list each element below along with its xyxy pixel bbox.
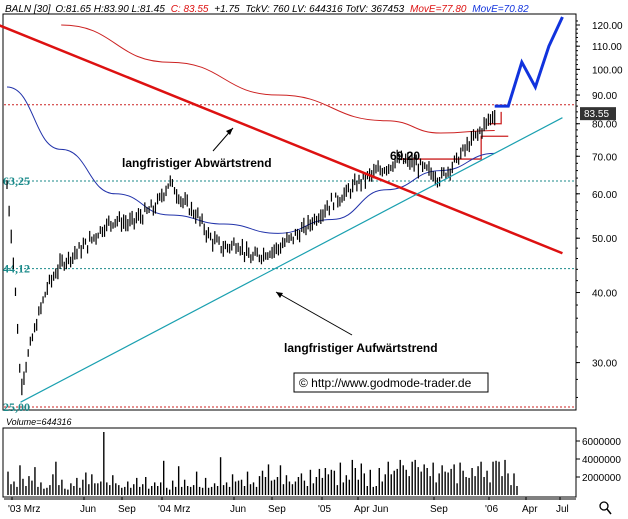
- magnifier-icon[interactable]: [599, 501, 612, 515]
- ma-blue-line: [6, 86, 495, 234]
- price-tick-label: 30.00: [592, 359, 617, 370]
- header-volumes: TckV: 760 LV: 644316 TotV: 367453: [245, 4, 404, 15]
- price-tick-label: 60.00: [592, 190, 617, 201]
- uptrend-annotation: langfristiger Aufwärtstrend: [284, 341, 438, 355]
- time-tick-label: Sep: [118, 504, 136, 515]
- header-stats: O:81.65 H:83.90 L:81.45: [55, 4, 165, 15]
- time-tick-label: '04 Mrz: [158, 504, 190, 515]
- time-tick-label: Apr: [522, 504, 538, 515]
- time-tick-label: Sep: [268, 504, 286, 515]
- header-symbol: BALN [30]: [5, 4, 51, 15]
- uptrend-arrow-head: [276, 292, 283, 298]
- header-move-blue: MovE=70.82: [472, 4, 529, 15]
- header-change: +1.75: [214, 4, 240, 15]
- time-axis: '03 Mrz Jun Sep '04 Mrz Jun Sep '05 Apr Jun Sep '…: [4, 497, 576, 515]
- time-tick-label: Apr Jun: [354, 504, 388, 515]
- volume-tick-label: 4000000: [582, 455, 621, 466]
- level-label: 25,00: [3, 400, 30, 414]
- price-axis: 30.00 40.00 50.00 60.00 70.00 80.00 90.00 100.0…: [576, 20, 623, 398]
- level-label: 63,25: [3, 174, 30, 188]
- price-tick-label: 100.00: [592, 65, 623, 76]
- downtrend-annotation: langfristiger Abwärtstrend: [122, 156, 272, 170]
- header-move-red: MovE=77.80: [410, 4, 467, 15]
- volume-axis: 2000000 4000000 6000000: [576, 437, 621, 484]
- price-tick-label: 80.00: [592, 120, 617, 131]
- last-price-tag: [580, 107, 616, 121]
- resistance-label: 69,20: [390, 149, 420, 163]
- uptrend-trendline: [20, 117, 563, 403]
- time-tick-label: '03 Mrz: [8, 504, 40, 515]
- price-tick-label: 70.00: [592, 152, 617, 163]
- price-tick-label: 50.00: [592, 234, 617, 245]
- ma-red-line: [61, 24, 495, 134]
- volume-bars: [7, 432, 518, 495]
- volume-tick-label: 6000000: [582, 437, 621, 448]
- time-tick-label: '06: [485, 504, 498, 515]
- copyright-box: [293, 372, 489, 393]
- time-tick-label: Jun: [230, 504, 246, 515]
- forecast-line: [494, 16, 564, 108]
- downtrend-trendline: [0, 24, 563, 255]
- price-bars: [6, 110, 496, 396]
- moving-averages: [6, 16, 564, 234]
- header-close: C: 83.55: [171, 4, 209, 15]
- volume-title: Volume=644316: [6, 417, 71, 427]
- level-label: 44,12: [3, 262, 30, 276]
- time-tick-label: '05: [318, 504, 331, 515]
- price-tick-label: 110.00: [592, 42, 622, 53]
- trendlines: [0, 24, 563, 403]
- price-tick-label: 120.00: [592, 21, 623, 32]
- volume-tick-label: 2000000: [582, 473, 621, 484]
- last-price-value: 83.55: [584, 109, 609, 120]
- price-tick-label: 40.00: [592, 289, 617, 300]
- header-line: BALN [30] O:81.65 H:83.90 L:81.45 C: 83.…: [5, 4, 529, 15]
- time-tick-label: Jun: [80, 504, 96, 515]
- copyright-text: © http://www.godmode-trader.de: [299, 376, 472, 390]
- uptrend-arrow: [275, 291, 353, 336]
- resistance-stop: [489, 111, 502, 125]
- downtrend-arrow-head: [226, 128, 233, 135]
- time-tick-label: Sep: [430, 504, 448, 515]
- horizontal-levels: 63,25 44,12 25,00: [3, 104, 576, 414]
- resistance-line: [399, 135, 509, 160]
- price-panel: [2, 13, 577, 411]
- price-tick-label: 90.00: [592, 91, 617, 102]
- time-tick-label: Jul: [556, 504, 569, 515]
